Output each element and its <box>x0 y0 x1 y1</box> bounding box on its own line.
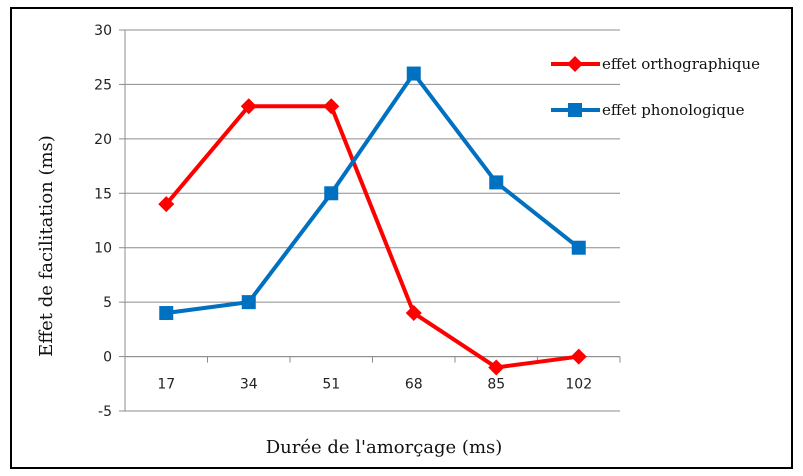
y-tick-label: 5 <box>103 295 112 311</box>
series-2 <box>159 66 586 321</box>
x-tick-label: 34 <box>240 377 258 393</box>
data-point <box>406 66 421 81</box>
y-tick-label: 10 <box>94 241 112 257</box>
x-axis-title: Durée de l'amorçage (ms) <box>266 437 503 458</box>
y-tick-label: 15 <box>94 186 112 202</box>
series-line <box>165 71 580 316</box>
y-tick-label: 0 <box>103 350 112 366</box>
data-point <box>571 240 586 255</box>
series-line <box>164 104 580 370</box>
gridlines <box>119 29 620 412</box>
x-tick-label: 85 <box>487 377 505 393</box>
legend: effet orthographique effet phonologique <box>551 55 760 119</box>
legend-item: effet phonologique <box>551 101 745 119</box>
data-point <box>240 98 257 115</box>
y-tick-label: -5 <box>98 404 112 420</box>
x-tick-label: 68 <box>405 377 423 393</box>
data-point <box>241 295 256 310</box>
y-tick-label: 30 <box>94 23 112 39</box>
data-point <box>158 196 175 213</box>
y-tick-label: 25 <box>94 77 112 93</box>
data-point <box>324 186 339 201</box>
data-point <box>489 175 504 190</box>
legend-label: effet phonologique <box>602 101 745 119</box>
x-axis: 17 34 51 68 85 102 <box>124 356 621 393</box>
x-tick-label: 102 <box>565 377 592 393</box>
x-tick-label: 51 <box>322 377 340 393</box>
data-point <box>405 305 422 322</box>
y-axis-title: Effet de facilitation (ms) <box>36 135 57 357</box>
y-tick-labels: -5 0 5 10 15 20 25 30 <box>94 23 112 420</box>
series-1 <box>158 98 587 376</box>
data-point <box>570 348 587 365</box>
series-group <box>158 66 587 376</box>
y-tick-label: 20 <box>94 132 112 148</box>
legend-marker <box>567 56 583 72</box>
legend-item: effet orthographique <box>551 55 760 73</box>
x-tick-label: 17 <box>157 377 175 393</box>
legend-label: effet orthographique <box>602 55 760 73</box>
data-point <box>488 359 505 376</box>
data-point <box>159 306 174 321</box>
legend-marker <box>568 103 582 117</box>
data-point <box>323 98 340 115</box>
